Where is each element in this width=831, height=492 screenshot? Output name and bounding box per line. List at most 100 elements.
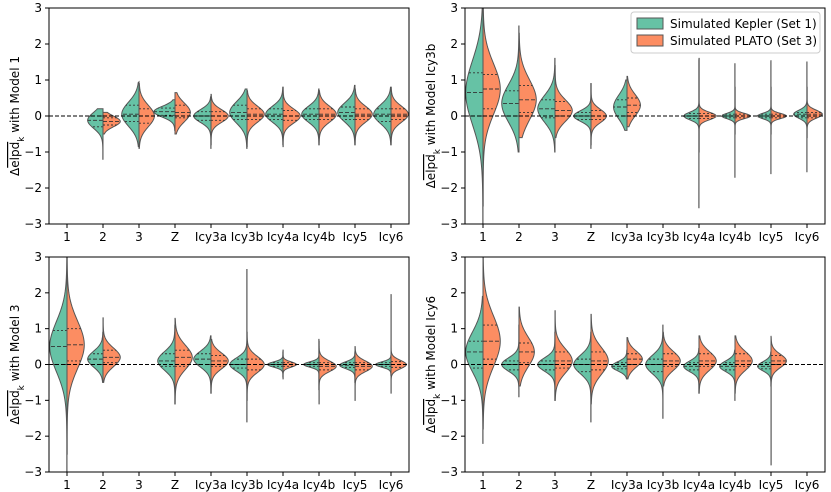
violin-icy4b-kepler — [719, 349, 736, 401]
y-tick-label: −1 — [440, 145, 458, 159]
legend: Simulated Kepler (Set 1) Simulated PLATO … — [630, 11, 821, 54]
x-tick-label: Icy3a — [611, 230, 643, 244]
x-tick-label: 3 — [551, 478, 559, 492]
x-tick-label: Icy5 — [759, 478, 784, 492]
x-tick-label: 1 — [63, 478, 71, 492]
y-tick-label: −2 — [24, 181, 42, 195]
x-tick-label: 1 — [479, 230, 487, 244]
x-tick-label: 3 — [135, 478, 143, 492]
y-tick-label: 1 — [34, 322, 42, 336]
x-tick-label: Icy4b — [303, 478, 336, 492]
x-tick-label: Icy3a — [195, 478, 227, 492]
y-tick-label: −2 — [440, 429, 458, 443]
y-tick-label: 2 — [34, 37, 42, 51]
x-tick-label: Icy3b — [231, 478, 264, 492]
violin-2-kepler — [501, 25, 520, 153]
x-tick-label: Icy4a — [267, 230, 299, 244]
y-axis-label: Δelpdk with Model Icy6 — [424, 296, 443, 433]
violin-icy4b-plato — [734, 86, 751, 135]
y-axis-label: Δelpdk with Model 1 — [8, 56, 27, 176]
violin-icy4b-kepler — [720, 63, 736, 178]
y-tick-label: 2 — [450, 286, 458, 300]
violin-icy3a-plato — [626, 75, 641, 128]
legend-label: Simulated PLATO (Set 3) — [670, 34, 817, 48]
x-tick-label: Icy3b — [647, 478, 680, 492]
violin-z-plato — [590, 83, 607, 146]
x-tick-label: 1 — [479, 478, 487, 492]
y-tick-label: −3 — [440, 217, 458, 231]
y-tick-label: 0 — [34, 358, 42, 372]
x-tick-label: Icy4b — [719, 230, 752, 244]
y-tick-label: −1 — [440, 393, 458, 407]
panel-top-right: −3 −2 −1 0 1 2 3 1 2 3 Z Icy3a Icy3b Icy4a Icy4b Icy5 Ic… — [424, 1, 826, 244]
y-tick-label: −2 — [440, 181, 458, 195]
x-tick-label: Icy5 — [343, 230, 368, 244]
violin-icy6-kepler — [792, 61, 808, 173]
violin-icy5-plato — [770, 335, 787, 466]
panel-bottom-left: −3 −2 −1 0 1 2 3 1 2 3 Z Icy3a Icy3b Icy4a Icy4b Icy5 Ic… — [8, 250, 410, 492]
x-tick-label: 3 — [551, 230, 559, 244]
x-tick-label: Icy6 — [379, 230, 404, 244]
violin-icy3a-kepler — [193, 94, 212, 149]
violin-icy4a-plato — [698, 57, 717, 153]
y-tick-label: 1 — [34, 73, 42, 87]
x-tick-label: Icy3b — [647, 230, 680, 244]
violin-icy4a-plato — [282, 86, 301, 148]
x-tick-label: Z — [171, 230, 179, 244]
x-tick-label: Z — [171, 478, 179, 492]
y-tick-label: 2 — [450, 37, 458, 51]
y-tick-label: 0 — [34, 109, 42, 123]
y-tick-label: 0 — [450, 358, 458, 372]
violin-2-kepler — [87, 331, 104, 383]
violin-icy3a-kepler — [613, 79, 628, 131]
violin-icy4b-kepler — [301, 88, 320, 146]
violin-icy4a-kepler — [682, 58, 700, 209]
x-tick-label: 2 — [515, 230, 523, 244]
violin-z-kepler — [573, 331, 592, 423]
violin-icy3a-kepler — [611, 349, 628, 380]
violin-icy5-kepler — [337, 84, 356, 146]
violin-z-kepler — [153, 99, 176, 131]
y-tick-label: 3 — [34, 250, 42, 264]
y-tick-label: −3 — [440, 465, 458, 479]
violin-icy5-kepler — [757, 351, 772, 387]
violin-icy3b-kepler — [229, 88, 248, 149]
y-tick-label: −1 — [24, 145, 42, 159]
violin-icy5-plato — [354, 88, 373, 146]
x-tick-label: Z — [587, 478, 595, 492]
violin-icy3b-plato — [662, 331, 681, 387]
y-tick-label: 3 — [34, 1, 42, 15]
violin-icy6-plato — [390, 294, 407, 394]
violin-2-plato — [518, 306, 535, 387]
violin-icy3b-plato — [246, 331, 265, 401]
y-tick-label: 3 — [450, 1, 458, 15]
x-tick-label: 1 — [63, 230, 71, 244]
violin-2-kepler — [87, 108, 104, 160]
x-tick-label: Icy6 — [795, 478, 820, 492]
violin-z-plato — [174, 92, 191, 135]
violin-icy3a-plato — [626, 337, 643, 380]
violin-icy4a-kepler — [683, 347, 700, 394]
violin-icy4b-plato — [318, 90, 337, 146]
panel-bottom-right: −3 −2 −1 0 1 2 3 1 2 3 Z Icy3a Icy3b Icy4a Icy4b Icy5 Ic… — [424, 250, 826, 492]
x-tick-label: Icy6 — [795, 230, 820, 244]
x-tick-label: Icy4b — [719, 478, 752, 492]
y-axis-label: Δelpdk with Model 3 — [8, 305, 27, 425]
x-tick-label: Icy4a — [683, 478, 715, 492]
x-tick-label: Icy5 — [759, 230, 784, 244]
violin-icy5-plato — [770, 86, 787, 135]
y-tick-label: 3 — [450, 250, 458, 264]
x-tick-label: 2 — [99, 478, 107, 492]
violin-z-plato — [174, 317, 193, 405]
violin-1-kepler — [465, 295, 484, 444]
x-tick-label: 3 — [135, 230, 143, 244]
violin-3-plato — [554, 310, 573, 401]
x-tick-label: Icy3a — [195, 230, 227, 244]
x-tick-label: 2 — [515, 478, 523, 492]
legend-swatch — [636, 34, 664, 47]
y-tick-label: 1 — [450, 322, 458, 336]
violin-1-plato — [66, 256, 85, 455]
violin-1-plato — [482, 7, 501, 207]
x-tick-label: Icy4b — [303, 230, 336, 244]
legend-label: Simulated Kepler (Set 1) — [670, 17, 817, 31]
